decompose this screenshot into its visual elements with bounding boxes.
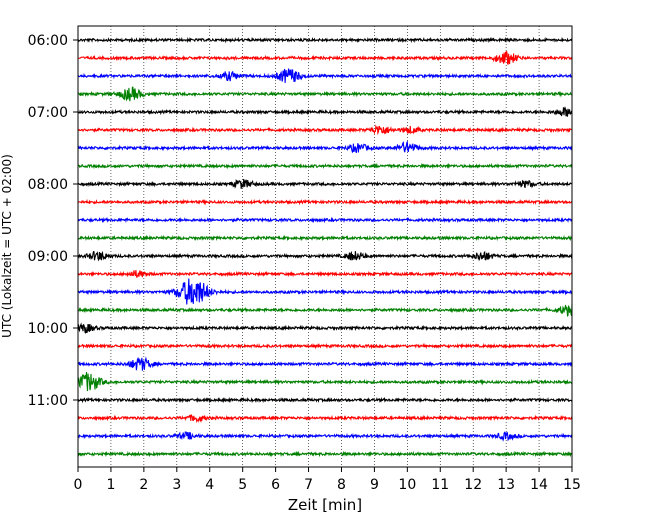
x-tick-label-15: 15: [563, 477, 581, 493]
y-axis-ticks: 06:00 07:00 08:00 09:00 10:00 11:00: [28, 33, 78, 409]
x-axis-ticks: 0 1 2 3 4 5 6 7 8 9 10 11 12 13 14 15: [74, 467, 581, 493]
x-tick-label-9: 9: [370, 477, 379, 493]
trace-1030: [77, 356, 573, 371]
y-tick-label-0700: 07:00: [28, 105, 68, 121]
x-tick-label-6: 6: [271, 477, 280, 493]
trace-0715: [77, 124, 573, 136]
plot-frame: [77, 25, 573, 468]
x-tick-label-13: 13: [497, 477, 515, 493]
trace-1045: [77, 371, 573, 392]
x-tick-label-0: 0: [74, 477, 83, 493]
trace-0800: [77, 178, 573, 189]
y-tick-label-0900: 09:00: [28, 249, 68, 265]
trace-1100: [77, 396, 573, 404]
x-tick-label-4: 4: [205, 477, 214, 493]
x-tick-label-14: 14: [530, 477, 548, 493]
trace-1145: [77, 450, 573, 458]
x-tick-label-5: 5: [238, 477, 247, 493]
trace-0745: [77, 162, 573, 170]
trace-0630: [77, 68, 573, 83]
y-axis-label: UTC (Lokalzeit = UTC + 02:00): [0, 154, 14, 338]
x-tick-label-11: 11: [431, 477, 449, 493]
y-tick-label-1000: 10:00: [28, 321, 68, 337]
trace-0645: [77, 86, 573, 102]
trace-0600: [77, 36, 573, 44]
x-tick-label-3: 3: [172, 477, 181, 493]
trace-1000: [77, 322, 573, 334]
x-tick-label-10: 10: [398, 477, 416, 493]
trace-1130: [77, 431, 573, 442]
trace-0930: [77, 278, 573, 305]
trace-0815: [77, 198, 573, 206]
trace-0830: [77, 216, 573, 224]
trace-0945: [77, 304, 573, 317]
x-tick-label-1: 1: [106, 477, 115, 493]
trace-0730: [77, 140, 573, 154]
x-tick-label-2: 2: [139, 477, 148, 493]
y-tick-label-0800: 08:00: [28, 177, 68, 193]
trace-0915: [77, 269, 573, 278]
trace-0900: [77, 250, 573, 262]
trace-0845: [77, 234, 573, 242]
trace-1015: [77, 342, 573, 350]
x-tick-label-7: 7: [304, 477, 313, 493]
trace-1115: [77, 414, 573, 424]
x-tick-label-12: 12: [464, 477, 482, 493]
y-tick-label-1100: 11:00: [28, 393, 68, 409]
x-axis-label: Zeit [min]: [288, 496, 362, 514]
x-tick-label-8: 8: [337, 477, 346, 493]
trace-0615: [77, 51, 573, 65]
y-tick-label-0600: 06:00: [28, 33, 68, 49]
seismic-traces: [77, 36, 573, 458]
trace-0700: [77, 106, 573, 117]
